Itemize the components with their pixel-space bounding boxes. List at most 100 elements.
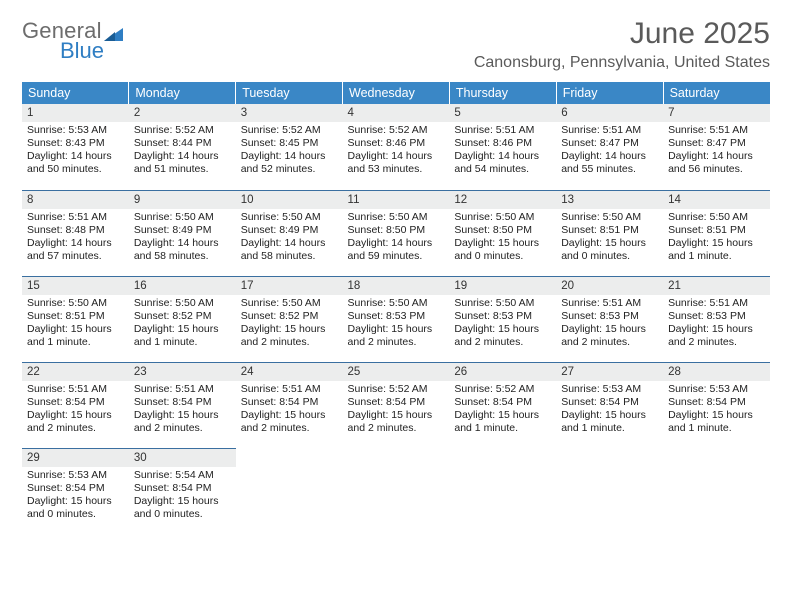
day-number: 20: [556, 276, 663, 295]
day-number: 2: [129, 104, 236, 122]
day-cell-20: 20Sunrise: 5:51 AMSunset: 8:53 PMDayligh…: [556, 276, 663, 362]
sunrise-text: Sunrise: 5:50 AM: [561, 211, 658, 224]
sunset-text: Sunset: 8:54 PM: [27, 396, 124, 409]
sunset-text: Sunset: 8:54 PM: [561, 396, 658, 409]
day-number: 11: [343, 190, 450, 209]
daylight-text: Daylight: 15 hours and 2 minutes.: [348, 323, 445, 349]
day-number: 18: [343, 276, 450, 295]
daylight-text: Daylight: 15 hours and 0 minutes.: [134, 495, 231, 521]
dayname-sunday: Sunday: [22, 82, 129, 104]
day-cell-18: 18Sunrise: 5:50 AMSunset: 8:53 PMDayligh…: [343, 276, 450, 362]
daylight-text: Daylight: 15 hours and 1 minute.: [134, 323, 231, 349]
day-cell-1: 1Sunrise: 5:53 AMSunset: 8:43 PMDaylight…: [22, 104, 129, 190]
daylight-text: Daylight: 14 hours and 59 minutes.: [348, 237, 445, 263]
day-cell-9: 9 Sunrise: 5:50 AMSunset: 8:49 PMDaylight…: [129, 190, 236, 276]
day-cell-7: 7Sunrise: 5:51 AMSunset: 8:47 PMDaylight…: [663, 104, 770, 190]
sunrise-text: Sunrise: 5:52 AM: [134, 124, 231, 137]
calendar-page: GeneralBlue June 2025 Canonsburg, Pennsy…: [0, 0, 792, 612]
daylight-text: Daylight: 15 hours and 2 minutes.: [134, 409, 231, 435]
day-number: 22: [22, 362, 129, 381]
calendar-header: SundayMondayTuesdayWednesdayThursdayFrid…: [22, 82, 770, 104]
calendar-table: SundayMondayTuesdayWednesdayThursdayFrid…: [22, 82, 770, 534]
sunrise-text: Sunrise: 5:53 AM: [27, 469, 124, 482]
daylight-text: Daylight: 15 hours and 1 minute.: [27, 323, 124, 349]
sunset-text: Sunset: 8:50 PM: [454, 224, 551, 237]
sunset-text: Sunset: 8:46 PM: [454, 137, 551, 150]
empty-cell: [449, 448, 556, 534]
sunset-text: Sunset: 8:54 PM: [27, 482, 124, 495]
day-number: 30: [129, 448, 236, 467]
day-cell-14: 14Sunrise: 5:50 AMSunset: 8:51 PMDayligh…: [663, 190, 770, 276]
daylight-text: Daylight: 14 hours and 58 minutes.: [241, 237, 338, 263]
sunset-text: Sunset: 8:52 PM: [134, 310, 231, 323]
day-cell-23: 23 Sunrise: 5:51 AMSunset: 8:54 PMDayligh…: [129, 362, 236, 448]
day-cell-22: 22Sunrise: 5:51 AMSunset: 8:54 PMDayligh…: [22, 362, 129, 448]
dayname-wednesday: Wednesday: [343, 82, 450, 104]
empty-cell: [236, 448, 343, 534]
sunset-text: Sunset: 8:52 PM: [241, 310, 338, 323]
sunrise-text: Sunrise: 5:51 AM: [134, 383, 231, 396]
day-cell-28: 28Sunrise: 5:53 AMSunset: 8:54 PMDayligh…: [663, 362, 770, 448]
day-number: 6: [556, 104, 663, 122]
day-cell-11: 11Sunrise: 5:50 AMSunset: 8:50 PMDayligh…: [343, 190, 450, 276]
daylight-text: Daylight: 15 hours and 2 minutes.: [454, 323, 551, 349]
calendar-row: 15Sunrise: 5:50 AMSunset: 8:51 PMDayligh…: [22, 276, 770, 362]
daylight-text: Daylight: 15 hours and 1 minute.: [454, 409, 551, 435]
sunset-text: Sunset: 8:54 PM: [348, 396, 445, 409]
sunset-text: Sunset: 8:54 PM: [134, 396, 231, 409]
sunset-text: Sunset: 8:45 PM: [241, 137, 338, 150]
sunrise-text: Sunrise: 5:51 AM: [668, 124, 765, 137]
sunset-text: Sunset: 8:46 PM: [348, 137, 445, 150]
dayname-saturday: Saturday: [663, 82, 770, 104]
sunset-text: Sunset: 8:49 PM: [241, 224, 338, 237]
day-number: 13: [556, 190, 663, 209]
sunrise-text: Sunrise: 5:51 AM: [561, 297, 658, 310]
sunrise-text: Sunrise: 5:54 AM: [134, 469, 231, 482]
sunrise-text: Sunrise: 5:50 AM: [27, 297, 124, 310]
day-number: 23: [129, 362, 236, 381]
daylight-text: Daylight: 14 hours and 50 minutes.: [27, 150, 124, 176]
day-number: 16: [129, 276, 236, 295]
day-number: 27: [556, 362, 663, 381]
dayname-friday: Friday: [556, 82, 663, 104]
daylight-text: Daylight: 14 hours and 58 minutes.: [134, 237, 231, 263]
sunrise-text: Sunrise: 5:51 AM: [241, 383, 338, 396]
sunset-text: Sunset: 8:49 PM: [134, 224, 231, 237]
daylight-text: Daylight: 15 hours and 2 minutes.: [668, 323, 765, 349]
day-number: 29: [22, 448, 129, 467]
sunrise-text: Sunrise: 5:51 AM: [668, 297, 765, 310]
calendar-row: 1Sunrise: 5:53 AMSunset: 8:43 PMDaylight…: [22, 104, 770, 190]
sunrise-text: Sunrise: 5:53 AM: [27, 124, 124, 137]
day-number: 28: [663, 362, 770, 381]
daylight-text: Daylight: 15 hours and 1 minute.: [668, 237, 765, 263]
day-cell-2: 2Sunrise: 5:52 AMSunset: 8:44 PMDaylight…: [129, 104, 236, 190]
day-cell-10: 10Sunrise: 5:50 AMSunset: 8:49 PMDayligh…: [236, 190, 343, 276]
sunset-text: Sunset: 8:53 PM: [454, 310, 551, 323]
daylight-text: Daylight: 14 hours and 53 minutes.: [348, 150, 445, 176]
sunrise-text: Sunrise: 5:50 AM: [348, 211, 445, 224]
empty-cell: [343, 448, 450, 534]
day-number: 24: [236, 362, 343, 381]
sunset-text: Sunset: 8:48 PM: [27, 224, 124, 237]
day-number: 19: [449, 276, 556, 295]
sunset-text: Sunset: 8:53 PM: [668, 310, 765, 323]
sunrise-text: Sunrise: 5:50 AM: [348, 297, 445, 310]
sunrise-text: Sunrise: 5:52 AM: [454, 383, 551, 396]
day-cell-17: 17Sunrise: 5:50 AMSunset: 8:52 PMDayligh…: [236, 276, 343, 362]
sunset-text: Sunset: 8:44 PM: [134, 137, 231, 150]
day-cell-27: 27Sunrise: 5:53 AMSunset: 8:54 PMDayligh…: [556, 362, 663, 448]
day-number: 9: [129, 190, 236, 209]
day-cell-29: 29Sunrise: 5:53 AMSunset: 8:54 PMDayligh…: [22, 448, 129, 534]
day-number: 26: [449, 362, 556, 381]
sunset-text: Sunset: 8:54 PM: [241, 396, 338, 409]
day-cell-15: 15Sunrise: 5:50 AMSunset: 8:51 PMDayligh…: [22, 276, 129, 362]
sunrise-text: Sunrise: 5:53 AM: [561, 383, 658, 396]
sunrise-text: Sunrise: 5:50 AM: [134, 211, 231, 224]
dayname-thursday: Thursday: [449, 82, 556, 104]
day-number: 21: [663, 276, 770, 295]
logo-mark-icon: [104, 26, 124, 42]
sunset-text: Sunset: 8:51 PM: [668, 224, 765, 237]
dayname-tuesday: Tuesday: [236, 82, 343, 104]
day-cell-5: 5Sunrise: 5:51 AMSunset: 8:46 PMDaylight…: [449, 104, 556, 190]
location-text: Canonsburg, Pennsylvania, United States: [474, 54, 770, 72]
